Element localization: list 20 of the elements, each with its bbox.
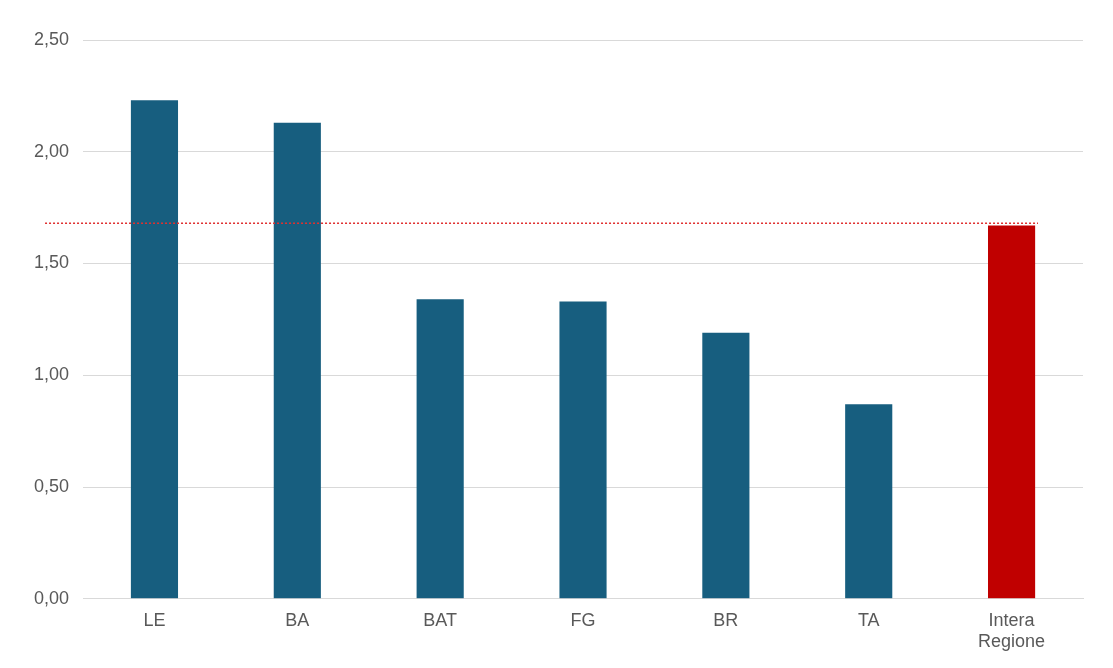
x-tick-label: BR <box>713 609 739 630</box>
bar <box>559 301 607 599</box>
x-tick-label: LE <box>143 609 166 630</box>
x-tick-label: FG <box>570 609 596 630</box>
bar <box>273 122 321 599</box>
x-tick-label: BAT <box>423 609 457 630</box>
y-tick-label: 1,00 <box>33 364 70 385</box>
bar <box>416 299 464 599</box>
y-tick-label: 2,00 <box>33 140 70 161</box>
bar <box>845 404 893 599</box>
y-tick-label: 0,00 <box>33 587 70 608</box>
bar <box>988 225 1036 599</box>
y-tick-label: 0,50 <box>33 476 70 497</box>
bar <box>130 100 179 599</box>
y-tick-label: 1,50 <box>33 252 70 273</box>
x-tick-label: TA <box>857 609 880 630</box>
y-tick-label: 2,50 <box>33 28 70 49</box>
bar <box>702 332 750 599</box>
x-tick-label: Intera Regione <box>978 609 1046 652</box>
x-tick-label: BA <box>285 609 310 630</box>
